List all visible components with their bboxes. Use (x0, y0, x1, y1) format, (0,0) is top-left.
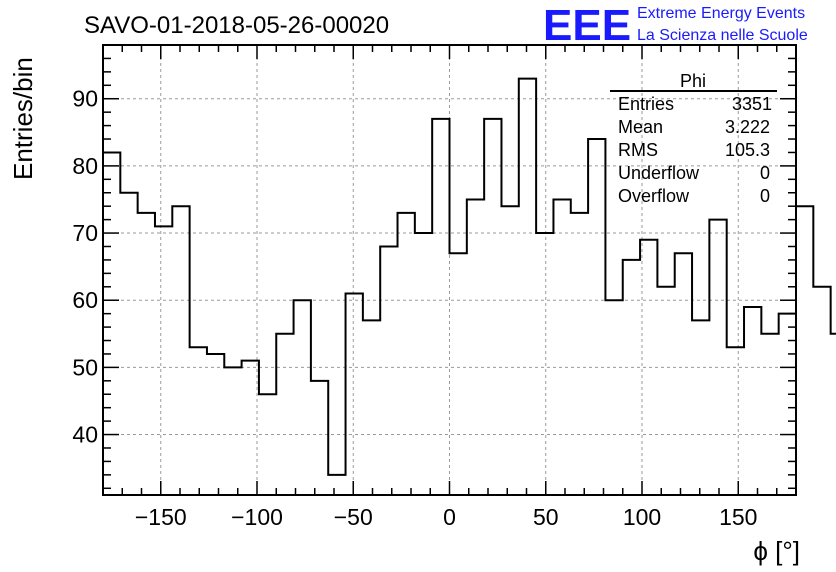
stats-value-underflow: 0 (760, 163, 770, 183)
logo-line-1: Extreme Energy Events (637, 5, 805, 22)
eee-logo: EEE Extreme Energy Events La Scienza nel… (543, 1, 808, 50)
x-tick-label: 50 (533, 504, 559, 530)
plot-frame (102, 44, 797, 496)
logo-line-2: La Scienza nelle Scuole (637, 27, 808, 44)
stats-label-overflow: Overflow (618, 186, 690, 206)
stats-value-mean: 3.222 (725, 117, 770, 137)
x-tick-label: 150 (719, 504, 757, 530)
chart-title: SAVO-01-2018-05-26-00020 (84, 12, 389, 39)
stats-label-entries: Entries (618, 94, 674, 114)
stats-label-underflow: Underflow (618, 163, 700, 183)
stats-name: Phi (680, 71, 706, 91)
x-tick-labels: −150 −100 −50 0 50 100 150 (135, 504, 758, 530)
grid-lines (103, 45, 796, 495)
x-tick-label: 100 (623, 504, 661, 530)
y-tick-label: 90 (72, 86, 98, 112)
x-tick-label: −150 (135, 504, 187, 530)
y-tick-label: 70 (72, 220, 98, 246)
x-axis-label: ϕ [°] (753, 536, 800, 566)
stats-value-rms: 105.3 (725, 140, 770, 160)
y-axis-label: Entries/bin (8, 57, 38, 180)
stats-value-overflow: 0 (760, 186, 770, 206)
x-tick-label: 0 (443, 504, 456, 530)
y-tick-label: 80 (72, 153, 98, 179)
stats-label-rms: RMS (618, 140, 658, 160)
x-tick-label: −100 (231, 504, 283, 530)
x-tick-label: −50 (334, 504, 373, 530)
stats-box: Phi Entries 3351 Mean 3.222 RMS 105.3 Un… (610, 71, 777, 206)
y-tick-label: 40 (72, 422, 98, 448)
y-tick-label: 60 (72, 287, 98, 313)
y-tick-label: 50 (72, 354, 98, 380)
stats-label-mean: Mean (618, 117, 663, 137)
y-tick-labels: 40 50 60 70 80 90 (72, 86, 98, 448)
eee-logo-letters: EEE (543, 1, 631, 50)
stats-value-entries: 3351 (732, 94, 772, 114)
